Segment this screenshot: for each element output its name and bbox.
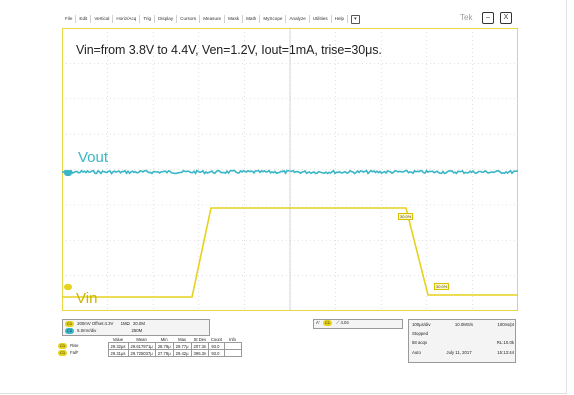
measurement-table: Value Mean Min Max St Dev Count Info C1 R… [56,336,242,357]
minimize-button[interactable]: – [482,12,494,24]
trigger-mode-auto: Auto [412,350,421,355]
trigger-panel[interactable]: A' C1 ⟋ 4.04 [313,319,403,329]
acq-date: July 11, 2017 [446,350,472,355]
menu-cursors[interactable]: Cursors [177,15,201,23]
ch2-ground-marker[interactable] [64,170,72,176]
fall-marker-tag: 30.0% [434,283,450,290]
tek-logo: Tek [460,13,473,22]
ch1-ground-marker[interactable] [64,284,72,290]
meas-min: 28.78μ [154,342,174,350]
resolution: 100ns/pt [497,322,514,327]
trigger-channel-badge: C1 [322,320,333,326]
col-header-max: Max [178,336,187,342]
ch1-scale: 200mV Offset:4.3V [77,321,114,326]
meas-stdev: 396.3n [190,349,210,357]
close-button[interactable]: X [500,12,512,24]
acq-count: 58 acqs [412,340,428,345]
measurement-header-row: Value Mean Min Max St Dev Count Info [56,336,241,343]
menu-display[interactable]: Display [155,15,178,23]
trigger-mode: A' [316,320,320,325]
menu-edit[interactable]: Edit [76,15,92,23]
menu-help[interactable]: Help [332,15,349,23]
help-dropdown-icon[interactable]: ▾ [351,14,360,24]
meas-count: 93.0 [208,349,225,357]
menu-file[interactable]: File [62,15,77,23]
meas-max: 29.77μ [172,342,192,350]
waveform-graticule [62,28,518,311]
vin-label: Vin [76,290,98,307]
meas-mean: 29.617971μ [127,342,156,350]
col-header-count: Count [210,336,223,342]
meas-value: 29.32μs [107,342,129,350]
acq-state: Stopped [412,331,429,336]
meas-value: 29.31μs [107,349,129,357]
ch1-impedance: 1MΩ [120,321,130,326]
meas-source-badge: C1 [58,350,68,356]
meas-max: 29.42μ [172,349,192,357]
acq-time: 15:13:44 [497,350,514,355]
meas-stdev: 207.3n [190,342,210,350]
trigger-slope-icon: ⟋ [336,320,340,325]
meas-min: 27.78μ [154,349,174,357]
sample-rate: 10.0MS/s [454,322,474,327]
scope-display[interactable]: Vin=from 3.8V to 4.4V, Ven=1.2V, Iout=1m… [62,28,518,311]
menu-measure[interactable]: Measure [200,15,226,23]
col-header-info: Info [229,336,237,342]
menu-math[interactable]: Math [243,15,261,23]
screen-caption: Vin=from 3.8V to 4.4V, Ven=1.2V, Iout=1m… [76,43,382,57]
acquisition-panel[interactable]: 100μs/div 10.0MS/s 100ns/pt Stopped 58 a… [408,319,516,363]
col-header-mean: Mean [136,336,147,342]
meas-name: Fall* [70,350,79,355]
menu-mask[interactable]: Mask [225,15,244,23]
menu-myscope[interactable]: MyScope [260,15,287,23]
col-header-value: Value [112,336,124,342]
menu-vertical[interactable]: Vertical [91,15,114,23]
table-row[interactable]: C1 Rise 29.32μs 29.617971μ 28.78μ 29.77μ … [56,342,242,350]
col-header-min: Min [160,336,168,342]
vout-label: Vout [78,149,109,166]
ch2-scale: 5.0mV/div [77,328,97,333]
meas-name: Rise [70,343,79,348]
ch1-bandwidth: 20.0M [132,321,145,326]
ch2-badge[interactable]: C2 [65,328,75,334]
menu-analyze[interactable]: Analyze [286,15,310,23]
meas-mean: 29.725037μ [127,349,156,357]
rise-marker-tag: 30.0% [398,213,414,220]
menu-horiz-acq[interactable]: Horiz/Acq [113,15,141,23]
trigger-level: 4.04 [340,320,349,325]
menu-bar: File Edit Vertical Horiz/Acq Trig Displa… [62,12,518,26]
meas-count: 93.0 [208,342,225,350]
menu-trig[interactable]: Trig [140,15,156,23]
vin-trace [62,207,518,298]
table-row[interactable]: C1 Fall* 29.31μs 29.725037μ 27.78μ 29.42μ… [56,349,242,357]
meas-source-badge: C1 [58,343,68,349]
col-header-stdev: St Dev [193,336,207,342]
meas-info [223,349,242,357]
ch2-bandwidth: 250M [131,328,143,333]
menu-utilities[interactable]: Utilities [310,15,332,23]
horizontal-scale: 100μs/div [412,322,431,327]
channel-settings-panel: C1 200mV Offset:4.3V 1MΩ 20.0M C2 5.0mV/di… [62,319,210,336]
ch1-badge[interactable]: C1 [65,321,75,327]
meas-info [223,342,242,350]
record-length: RL:10.0k [496,340,514,345]
